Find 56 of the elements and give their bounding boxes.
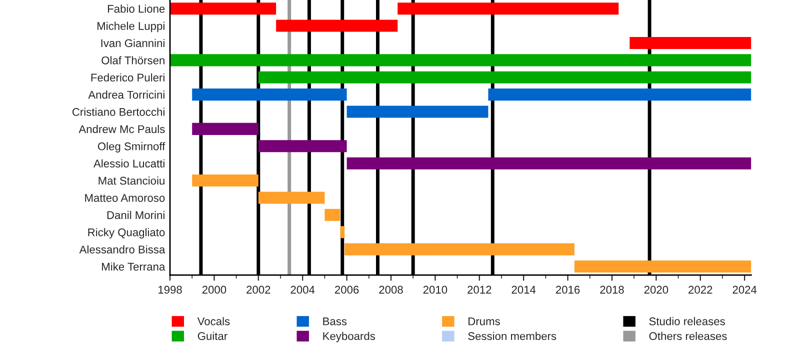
x-tick-label: 2020	[644, 286, 668, 294]
bar	[258, 71, 752, 84]
bar	[630, 36, 752, 49]
bar	[346, 157, 752, 170]
x-tick-label: 2004	[290, 286, 315, 294]
y-tick-label: Oleg Smirnoff	[98, 142, 166, 152]
x-tick-label: 2014	[512, 286, 536, 294]
bar	[488, 88, 752, 101]
y-tick-label: Cristiano Bertocchi	[72, 108, 164, 116]
x-tick-label: 2012	[468, 286, 492, 294]
x-tick-label: 2010	[423, 286, 448, 294]
y-tick-label: Federico Puleri	[91, 73, 164, 82]
bar	[170, 54, 752, 66]
y-tick-label: Michele Luppi	[97, 22, 164, 32]
legend-label: Guitar	[198, 332, 228, 340]
y-tick-label: Ricky Quagliato	[88, 228, 165, 238]
legend-label: Vocals	[197, 317, 230, 326]
y-tick-label: Fabio Lione	[108, 4, 165, 13]
y-tick-label: Matteo Amoroso	[85, 194, 165, 202]
y-tick-label: Mat Stancioiu	[98, 176, 164, 185]
x-tick-label: 2016	[556, 286, 580, 294]
x-tick-label: 2018	[600, 286, 624, 294]
x-tick-label: 2024	[732, 286, 757, 294]
legend-label: Others releases	[649, 332, 727, 340]
bar	[192, 122, 258, 135]
y-tick-label: Mike Terrana	[102, 262, 166, 271]
y-tick-label: Andrew Mc Pauls	[78, 124, 165, 134]
bar	[574, 260, 752, 273]
bar	[340, 226, 345, 238]
bar	[344, 243, 574, 256]
x-tick-label: 2006	[334, 286, 359, 294]
y-tick-label: Olaf Thörsen	[102, 56, 164, 64]
bar	[276, 20, 398, 32]
x-tick-label: 2008	[379, 286, 403, 294]
y-tick-label: Alessandro Bissa	[79, 245, 166, 254]
bar	[192, 88, 347, 101]
bar	[192, 174, 258, 187]
legend-label: Keyboards	[323, 332, 376, 342]
x-tick-label: 2002	[246, 286, 270, 294]
y-tick-label: Ivan Giannini	[101, 38, 164, 48]
legend-label: Session members	[468, 332, 556, 340]
x-tick-label: 2000	[202, 286, 226, 294]
y-tick-label: Andrea Torricini	[88, 90, 164, 99]
legend-label: Studio releases	[649, 317, 725, 326]
legend-label: Bass	[323, 318, 347, 326]
bar	[398, 2, 619, 15]
y-tick-label: Danil Morini	[107, 210, 164, 220]
bar	[346, 106, 488, 118]
bar	[258, 192, 325, 204]
bar	[258, 140, 347, 152]
bar	[324, 208, 340, 221]
bar	[170, 2, 276, 15]
legend-label: Drums	[468, 318, 500, 326]
x-tick-label: 2022	[688, 286, 712, 294]
x-tick-label: 1998	[158, 286, 182, 294]
y-tick-label: Alessio Lucatti	[94, 159, 164, 168]
